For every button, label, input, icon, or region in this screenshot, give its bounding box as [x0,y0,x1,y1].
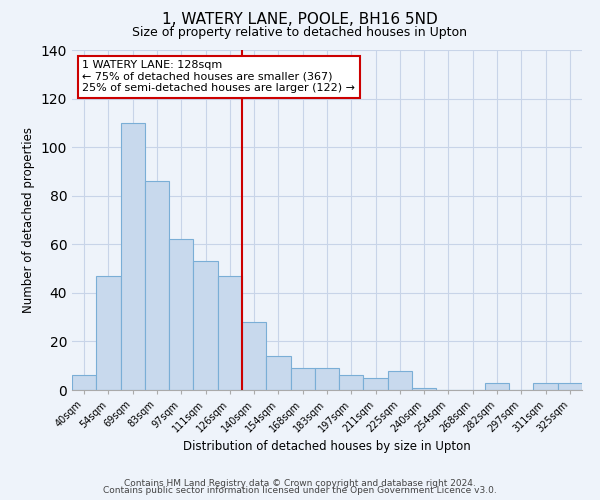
Bar [412,388,436,390]
Bar [558,382,582,390]
Text: 1 WATERY LANE: 128sqm
← 75% of detached houses are smaller (367)
25% of semi-det: 1 WATERY LANE: 128sqm ← 75% of detached … [82,60,355,94]
Bar [193,262,218,390]
Bar [388,370,412,390]
Bar [485,382,509,390]
Text: Contains public sector information licensed under the Open Government Licence v3: Contains public sector information licen… [103,486,497,495]
Bar [315,368,339,390]
Bar [72,376,96,390]
Bar [533,382,558,390]
X-axis label: Distribution of detached houses by size in Upton: Distribution of detached houses by size … [183,440,471,452]
Text: 1, WATERY LANE, POOLE, BH16 5ND: 1, WATERY LANE, POOLE, BH16 5ND [162,12,438,28]
Bar [169,240,193,390]
Bar [121,123,145,390]
Bar [339,376,364,390]
Bar [242,322,266,390]
Bar [145,181,169,390]
Bar [364,378,388,390]
Y-axis label: Number of detached properties: Number of detached properties [22,127,35,313]
Bar [96,276,121,390]
Bar [290,368,315,390]
Text: Size of property relative to detached houses in Upton: Size of property relative to detached ho… [133,26,467,39]
Bar [218,276,242,390]
Text: Contains HM Land Registry data © Crown copyright and database right 2024.: Contains HM Land Registry data © Crown c… [124,478,476,488]
Bar [266,356,290,390]
